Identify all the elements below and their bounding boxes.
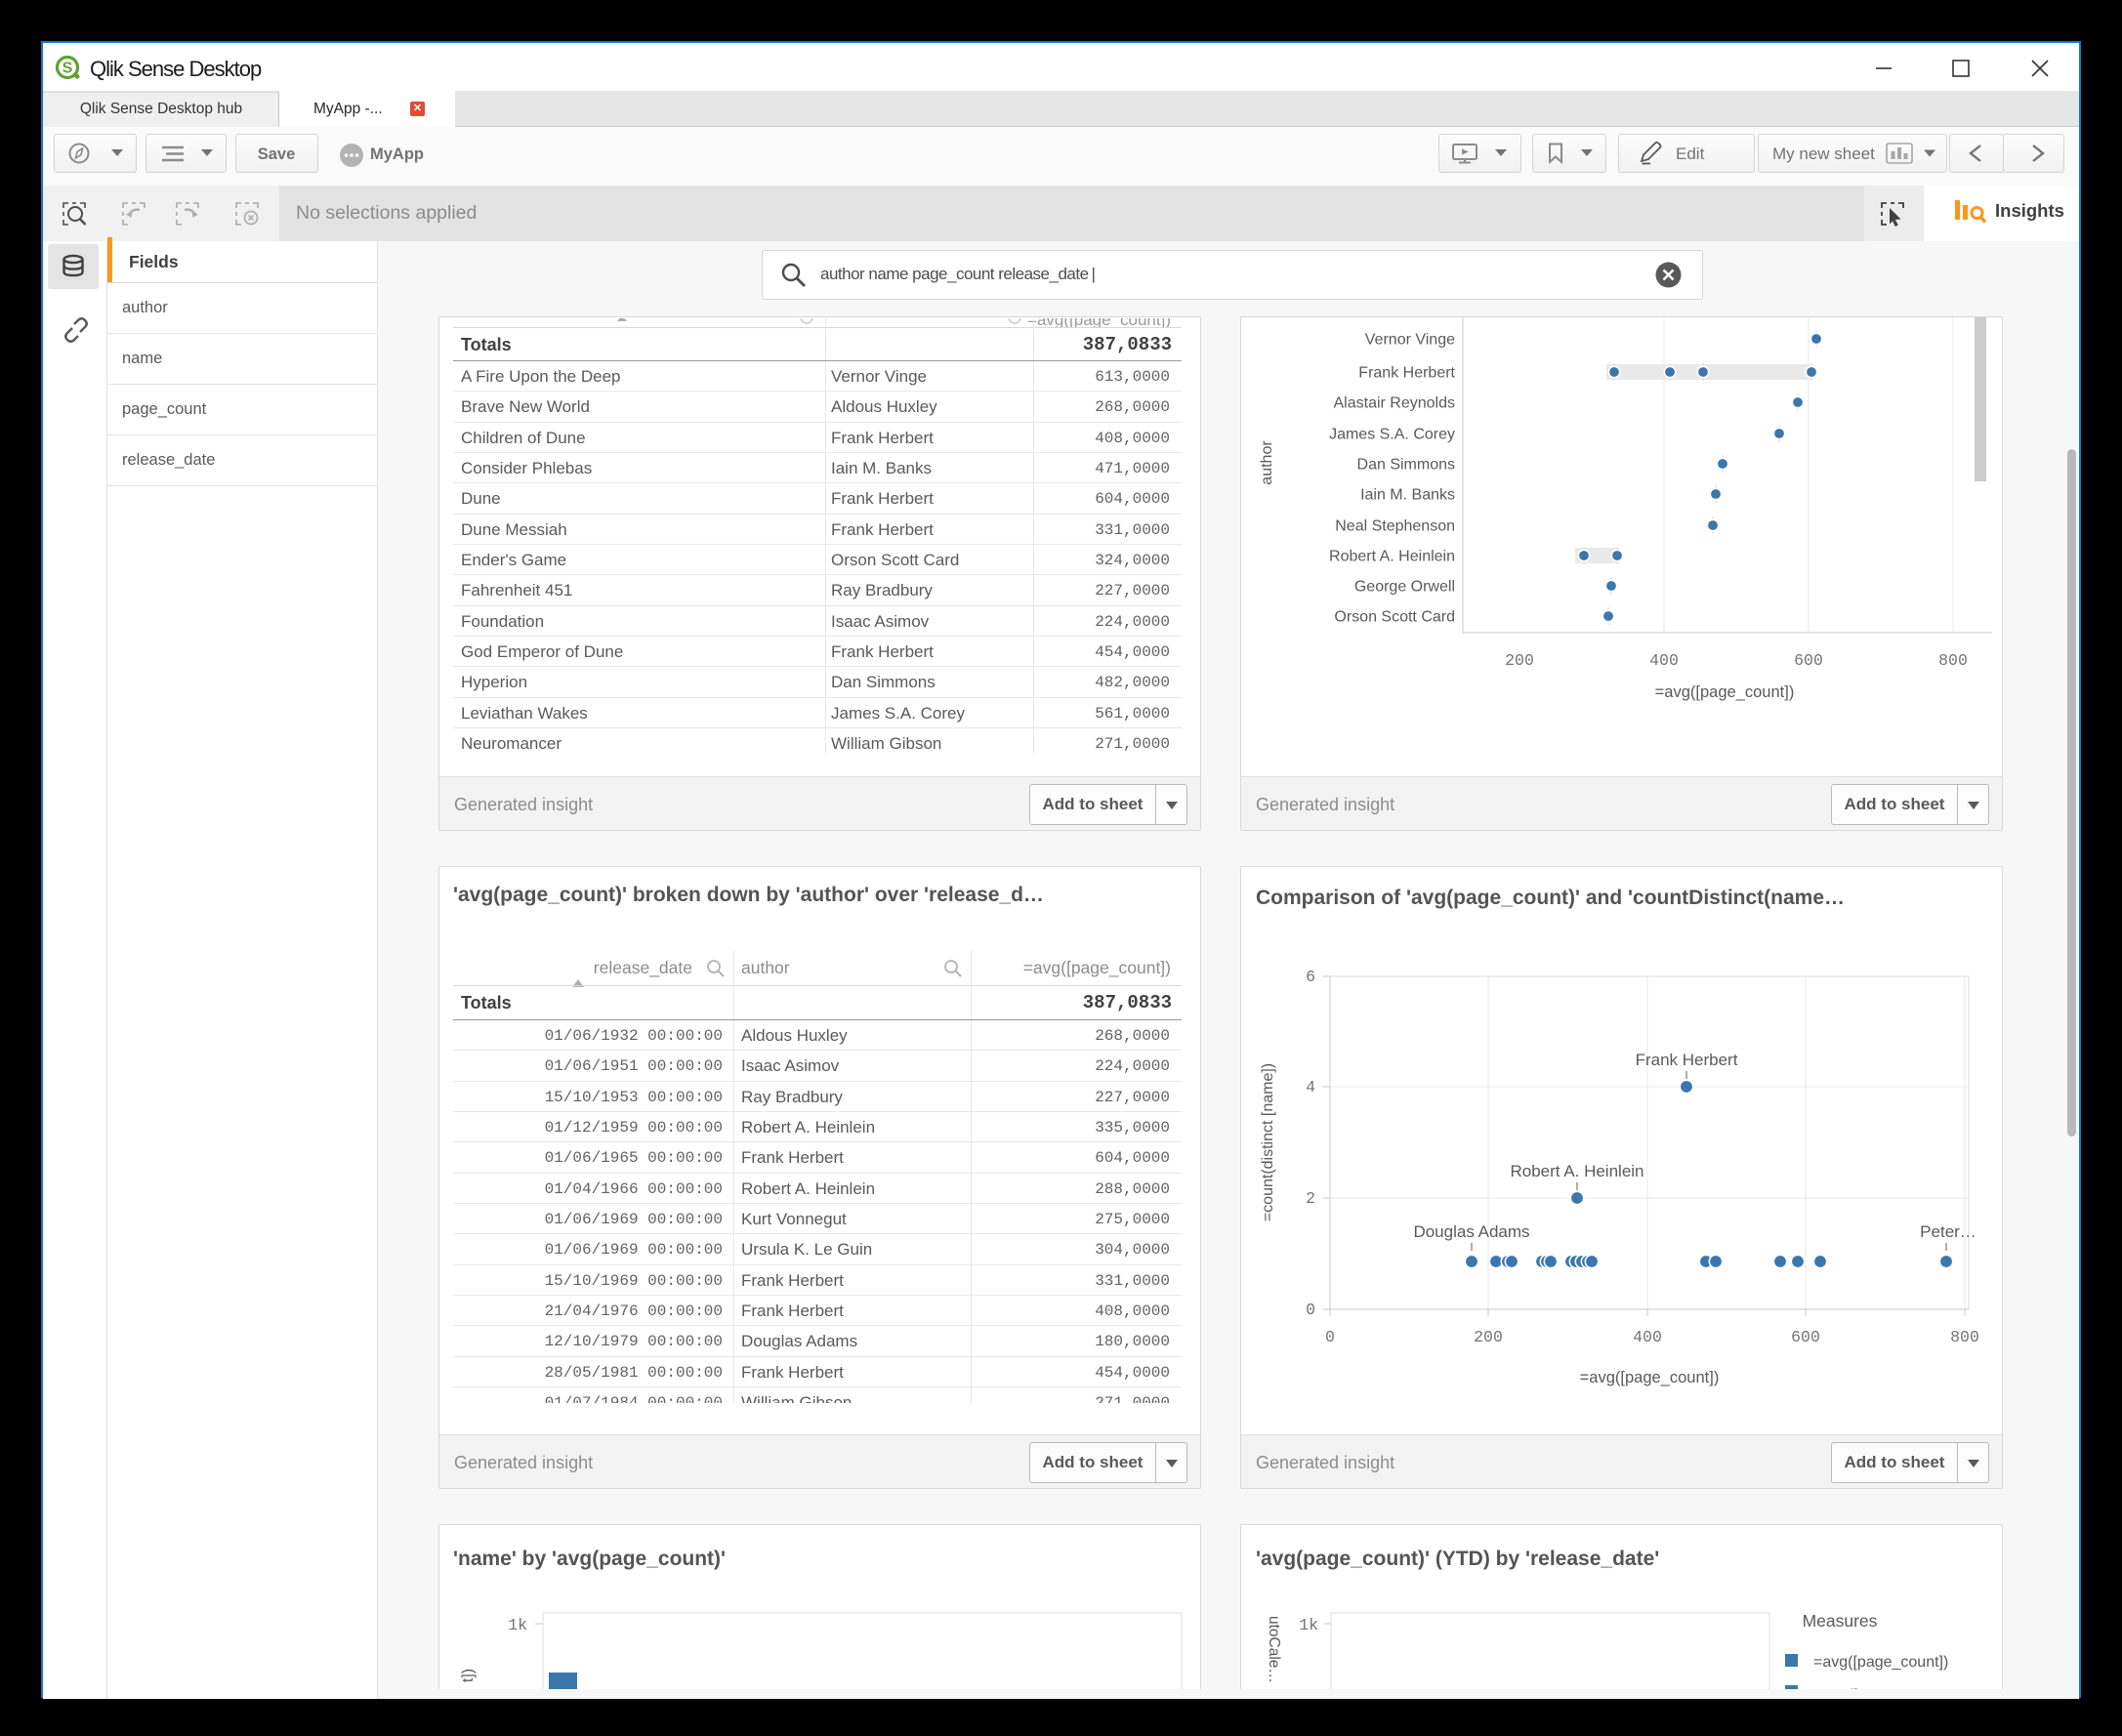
svg-text:author: author (1259, 440, 1275, 485)
svg-text:t]): t]) (460, 1669, 477, 1682)
svg-text:400: 400 (1649, 651, 1679, 670)
svg-text:2: 2 (1306, 1189, 1315, 1208)
svg-text:=avg([page_count]): =avg([page_count]) (1655, 683, 1795, 701)
svg-text:800: 800 (1938, 651, 1968, 670)
svg-text:James S.A. Corey: James S.A. Corey (1329, 427, 1455, 443)
svg-text:Robert A. Heinlein: Robert A. Heinlein (1329, 549, 1455, 565)
svg-text:Iain M. Banks: Iain M. Banks (1360, 487, 1455, 504)
svg-text:=avg([page_count]): =avg([page_count]) (1027, 318, 1171, 327)
svg-text:1k: 1k (1299, 1616, 1318, 1634)
svg-text:Neal Stephenson: Neal Stephenson (1335, 518, 1455, 535)
svg-text:600: 600 (1794, 651, 1823, 670)
svg-text:6: 6 (1306, 968, 1315, 986)
svg-text:Dan Simmons: Dan Simmons (1357, 457, 1455, 474)
svg-text:600: 600 (1791, 1328, 1820, 1346)
svg-text:S: S (62, 61, 73, 77)
svg-text:0: 0 (1325, 1328, 1335, 1346)
svg-text:0: 0 (1306, 1301, 1315, 1319)
svg-text:Orson Scott Card: Orson Scott Card (1334, 609, 1455, 626)
svg-text:=avg([page_count: =avg([page_count (1813, 1687, 1939, 1689)
svg-text:Douglas Adams: Douglas Adams (1413, 1222, 1529, 1241)
svg-text:=count(distinct [name]): =count(distinct [name]) (1260, 1063, 1276, 1221)
svg-text:=avg([page_count]): =avg([page_count]) (1813, 1654, 1948, 1671)
svg-text:Robert A. Heinlein: Robert A. Heinlein (1510, 1162, 1644, 1180)
svg-text:utoCale…: utoCale… (1266, 1616, 1282, 1683)
svg-text:400: 400 (1633, 1328, 1662, 1346)
svg-text:George Orwell: George Orwell (1354, 579, 1455, 596)
svg-text:Peter…: Peter… (1920, 1222, 1976, 1241)
svg-text:4: 4 (1306, 1078, 1315, 1096)
svg-text:Frank Herbert: Frank Herbert (1358, 365, 1455, 382)
svg-text:200: 200 (1474, 1328, 1503, 1346)
svg-text:200: 200 (1505, 651, 1534, 670)
svg-text:Vernor Vinge: Vernor Vinge (1365, 332, 1455, 349)
svg-text:Measures: Measures (1803, 1611, 1878, 1631)
svg-text:Alastair Reynolds: Alastair Reynolds (1334, 395, 1456, 412)
svg-text:Frank Herbert: Frank Herbert (1636, 1051, 1738, 1069)
svg-text:800: 800 (1950, 1328, 1979, 1346)
svg-text:=avg([page_count]): =avg([page_count]) (1580, 1369, 1720, 1386)
svg-text:1k: 1k (508, 1616, 527, 1634)
